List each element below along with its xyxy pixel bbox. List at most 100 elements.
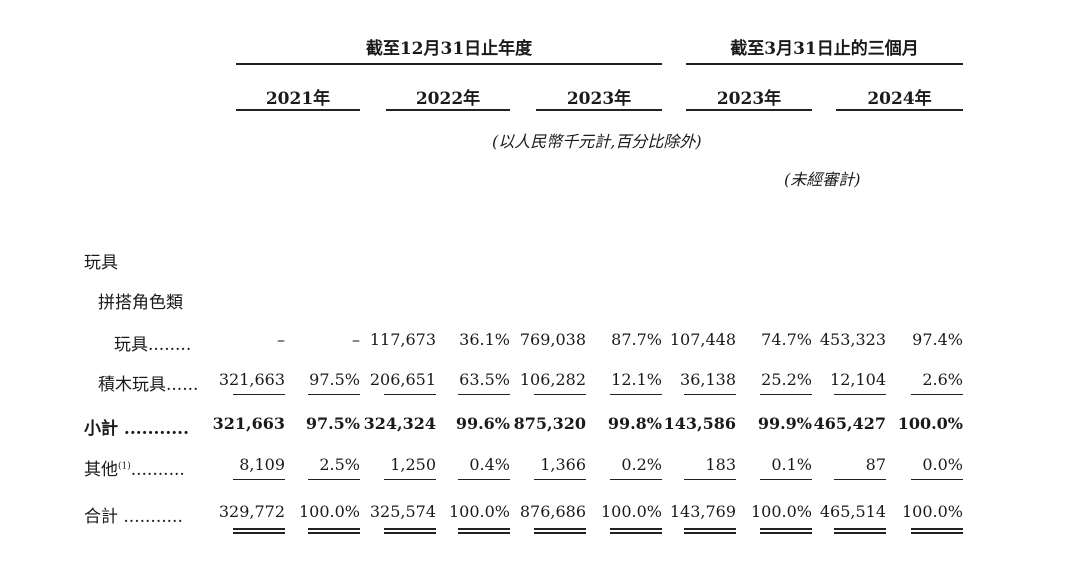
table-cell: 97.5% [309, 370, 360, 389]
table-cell: 465,514 [819, 502, 886, 521]
year-rule-2024-q [836, 109, 963, 111]
cell-underline [534, 394, 586, 395]
cell-underline [458, 479, 510, 480]
year-rule-2021 [236, 109, 360, 111]
year-header-2023-q: 2023年 [716, 89, 782, 109]
cell-underline [911, 479, 963, 480]
table-cell: 100.0% [897, 414, 963, 433]
table-cell: 87 [865, 455, 886, 474]
cell-underline [760, 394, 812, 395]
year-rule-2023-q [686, 109, 812, 111]
cell-underline [684, 394, 736, 395]
cell-double-underline [610, 528, 662, 534]
table-cell: 99.6% [455, 414, 510, 433]
table-cell: 100.0% [600, 502, 662, 521]
table-cell: 1,250 [390, 455, 436, 474]
cell-underline [760, 479, 812, 480]
table-cell: – [277, 330, 285, 349]
table-cell: 2.5% [319, 455, 360, 474]
cell-double-underline [308, 528, 360, 534]
cell-double-underline [834, 528, 886, 534]
cell-double-underline [384, 528, 436, 534]
cell-underline [834, 394, 886, 395]
header-group-quarter: 截至3月31日止的三個月 [730, 39, 919, 59]
table-cell: 0.1% [771, 455, 812, 474]
cell-underline [911, 394, 963, 395]
section-assembly: 拼搭角色類 [98, 293, 183, 313]
header-group-annual: 截至12月31日止年度 [365, 39, 533, 59]
header-group-quarter-rule [686, 63, 963, 65]
row-label-toys: 玩具........ [114, 335, 192, 355]
section-toys: 玩具 [84, 253, 118, 273]
header-group-annual-rule [236, 63, 662, 65]
table-cell: 206,651 [369, 370, 436, 389]
cell-underline [233, 479, 285, 480]
cell-double-underline [458, 528, 510, 534]
table-cell: 74.7% [761, 330, 812, 349]
table-cell: 143,586 [663, 414, 736, 433]
table-cell: 107,448 [669, 330, 736, 349]
table-cell: 0.2% [621, 455, 662, 474]
table-cell: 876,686 [519, 502, 586, 521]
table-cell: 99.8% [607, 414, 662, 433]
row-label-others-text: 其他 [84, 460, 118, 480]
table-cell: 325,574 [369, 502, 436, 521]
table-cell: – [352, 330, 360, 349]
table-cell: 36.1% [459, 330, 510, 349]
row-label-total: 合計 ........... [84, 507, 183, 527]
cell-underline [834, 479, 886, 480]
unaudited-note: (未經審計) [784, 170, 861, 189]
table-cell: 875,320 [513, 414, 586, 433]
cell-underline [684, 479, 736, 480]
table-cell: 100.0% [448, 502, 510, 521]
table-cell: 183 [705, 455, 736, 474]
table-cell: 12.1% [611, 370, 662, 389]
cell-underline [384, 394, 436, 395]
table-cell: 106,282 [519, 370, 586, 389]
table-cell: 143,769 [669, 502, 736, 521]
unit-note: (以人民幣千元計,百分比除外) [492, 132, 702, 151]
cell-underline [610, 479, 662, 480]
table-cell: 97.5% [305, 414, 360, 433]
table-cell: 12,104 [830, 370, 886, 389]
table-cell: 36,138 [680, 370, 736, 389]
table-cell: 117,673 [369, 330, 436, 349]
table-cell: 453,323 [819, 330, 886, 349]
cell-underline [534, 479, 586, 480]
cell-double-underline [534, 528, 586, 534]
table-cell: 2.6% [922, 370, 963, 389]
table-cell: 329,772 [218, 502, 285, 521]
cell-underline [610, 394, 662, 395]
row-label-subtotal: 小計 ........... [84, 419, 190, 439]
table-cell: 321,663 [218, 370, 285, 389]
year-header-2021: 2021年 [265, 89, 331, 109]
table-cell: 25.2% [761, 370, 812, 389]
table-cell: 100.0% [750, 502, 812, 521]
table-cell: 465,427 [813, 414, 886, 433]
year-rule-2022 [386, 109, 510, 111]
table-cell: 100.0% [298, 502, 360, 521]
row-label-blocks: 積木玩具...... [98, 375, 199, 395]
cell-double-underline [760, 528, 812, 534]
table-cell: 1,366 [540, 455, 586, 474]
cell-underline [308, 394, 360, 395]
cell-double-underline [233, 528, 285, 534]
table-cell: 769,038 [519, 330, 586, 349]
year-rule-2023 [536, 109, 662, 111]
row-label-others: 其他(1).......... [84, 455, 185, 480]
cell-double-underline [684, 528, 736, 534]
table-cell: 87.7% [611, 330, 662, 349]
table-cell: 0.4% [469, 455, 510, 474]
table-cell: 8,109 [239, 455, 285, 474]
table-cell: 324,324 [363, 414, 436, 433]
footnote-marker: (1) [118, 461, 131, 472]
cell-underline [308, 479, 360, 480]
cell-underline [233, 394, 285, 395]
table-cell: 321,663 [212, 414, 285, 433]
table-cell: 99.9% [757, 414, 812, 433]
cell-double-underline [911, 528, 963, 534]
year-header-2023: 2023年 [566, 89, 632, 109]
table-cell: 100.0% [901, 502, 963, 521]
cell-underline [384, 479, 436, 480]
table-cell: 97.4% [912, 330, 963, 349]
